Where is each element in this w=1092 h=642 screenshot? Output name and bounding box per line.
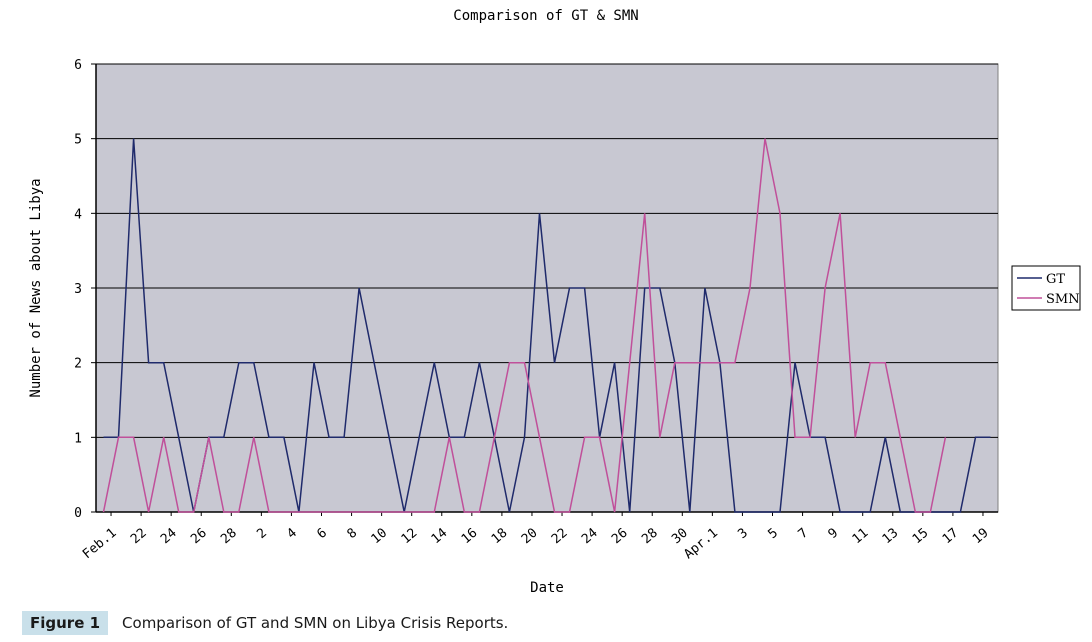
y-ticks: 0 1 2 3 4 5 6 bbox=[74, 58, 96, 521]
x-tick-label: 6 bbox=[314, 526, 330, 543]
x-tick-label: 20 bbox=[519, 526, 541, 548]
series-line-gt bbox=[103, 138, 991, 513]
legend: GT SMN bbox=[1011, 265, 1081, 311]
x-tick-label: 4 bbox=[284, 525, 300, 542]
x-tick-label: 16 bbox=[459, 526, 481, 548]
x-tick-label: 28 bbox=[218, 526, 240, 548]
x-tick-label: 26 bbox=[609, 526, 631, 548]
y-tick-label: 2 bbox=[74, 357, 82, 372]
y-tick-label: 4 bbox=[74, 207, 82, 222]
y-tick-label: 5 bbox=[74, 133, 82, 148]
legend-label: GT bbox=[1046, 272, 1065, 287]
x-tick-label: 26 bbox=[188, 526, 210, 548]
x-tick-label: 15 bbox=[910, 526, 932, 548]
x-tick-label: 19 bbox=[970, 526, 992, 548]
chart-title: Comparison of GT & SMN bbox=[453, 8, 638, 24]
x-tick-label: 17 bbox=[940, 526, 962, 548]
x-tick-label: 22 bbox=[549, 526, 571, 548]
x-tick-label: 5 bbox=[765, 526, 781, 543]
x-tick-label: 24 bbox=[579, 525, 601, 547]
x-tick-label: 2 bbox=[254, 526, 270, 543]
y-tick-label: 0 bbox=[74, 506, 82, 521]
y-tick-label: 6 bbox=[74, 58, 82, 73]
x-tick-label: 13 bbox=[880, 526, 902, 548]
legend-box bbox=[1011, 265, 1081, 311]
figure-label: Figure 1 bbox=[22, 611, 109, 635]
x-tick-label: 9 bbox=[826, 526, 842, 543]
y-axis-label: Number of News about Libya bbox=[28, 178, 44, 397]
legend-label: SMN bbox=[1046, 292, 1080, 307]
series-lines bbox=[102, 138, 991, 513]
y-tick-label: 3 bbox=[74, 282, 82, 297]
x-tick-label: 28 bbox=[639, 526, 661, 548]
x-tick-label: 3 bbox=[735, 526, 751, 543]
y-tick-label: 1 bbox=[74, 431, 82, 446]
series-line-smn bbox=[102, 138, 947, 513]
x-tick-label: 11 bbox=[850, 526, 872, 548]
figure-caption: Figure 1 Comparison of GT and SMN on Lib… bbox=[22, 610, 508, 636]
x-tick-label: 14 bbox=[429, 525, 451, 547]
x-ticks: Feb.1 22 24 26 28 2 4 6 8 10 12 14 16 18 20 22 24 26 28 30A… bbox=[80, 512, 992, 562]
x-tick-label: 18 bbox=[489, 526, 511, 548]
x-tick-label: 30 bbox=[669, 526, 691, 548]
x-tick-label: 7 bbox=[795, 526, 811, 543]
x-tick-label: 24 bbox=[158, 525, 180, 547]
x-tick-label: Feb.1 bbox=[80, 526, 120, 563]
x-tick-label: Apr.1 bbox=[681, 526, 721, 563]
x-axis-label: Date bbox=[530, 580, 564, 596]
figure-caption-text: Comparison of GT and SMN on Libya Crisis… bbox=[122, 614, 509, 632]
x-tick-label: 22 bbox=[128, 526, 150, 548]
x-tick-label: 10 bbox=[369, 526, 391, 548]
x-tick-label: 12 bbox=[399, 526, 421, 548]
x-tick-label: 8 bbox=[344, 526, 360, 543]
